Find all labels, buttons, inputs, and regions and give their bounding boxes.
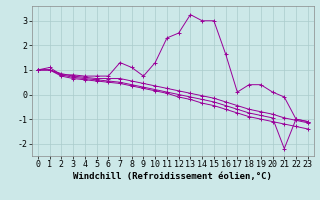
X-axis label: Windchill (Refroidissement éolien,°C): Windchill (Refroidissement éolien,°C) xyxy=(73,172,272,181)
